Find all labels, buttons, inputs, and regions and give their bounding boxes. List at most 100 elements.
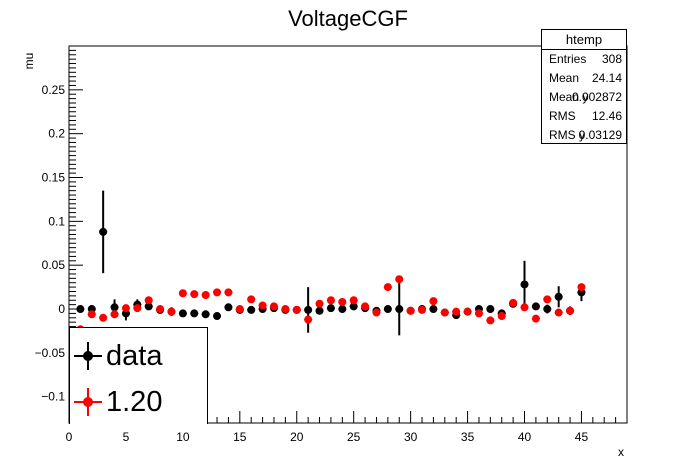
data-point	[224, 288, 233, 297]
y-tick-label: 0	[58, 302, 65, 316]
y-tick-label: 0.2	[48, 127, 65, 141]
stats-row-rms: RMS 12.46	[542, 107, 626, 126]
stats-title: htemp	[542, 30, 626, 50]
data-point	[372, 308, 381, 317]
data-point	[133, 304, 142, 313]
data-point	[224, 303, 233, 312]
stats-row-mean: Mean 24.14	[542, 69, 626, 88]
stats-value: 308	[601, 52, 622, 66]
data-point	[406, 306, 415, 315]
data-point	[383, 305, 392, 314]
data-point	[338, 305, 347, 314]
data-point	[429, 305, 438, 314]
stats-value: 0.03129	[578, 128, 622, 142]
data-point	[520, 303, 529, 312]
data-point	[201, 310, 210, 319]
data-point	[281, 305, 290, 314]
data-point	[486, 316, 495, 325]
stats-key: Mean	[549, 71, 580, 85]
data-point	[486, 305, 495, 314]
data-point	[566, 306, 575, 315]
data-point	[315, 299, 324, 308]
data-point	[429, 297, 438, 306]
stats-row-entries: Entries 308	[542, 50, 626, 69]
y-tick-label: 0.1	[48, 214, 65, 228]
data-point	[144, 296, 153, 305]
data-point	[554, 308, 563, 317]
x-tick-label: 45	[575, 430, 589, 444]
data-point	[110, 310, 119, 319]
data-point	[418, 305, 427, 314]
data-point	[395, 275, 404, 284]
data-point	[577, 283, 586, 292]
data-point	[326, 296, 335, 305]
stats-key: RMS y	[549, 128, 585, 142]
stats-row-rms-y: RMS y 0.03129	[542, 126, 626, 145]
x-tick-label: 15	[233, 430, 247, 444]
data-point	[543, 305, 552, 314]
data-point	[213, 312, 222, 321]
data-point	[543, 295, 552, 304]
data-point	[99, 313, 108, 322]
stats-key: Mean y	[549, 90, 589, 104]
data-point	[304, 315, 313, 324]
y-tick-label: −0.05	[35, 346, 66, 360]
data-point	[190, 290, 199, 299]
data-point	[178, 289, 187, 298]
data-point	[395, 305, 404, 314]
series-data	[76, 190, 586, 336]
series-1-20	[76, 275, 586, 334]
y-axis-label: mu	[22, 53, 36, 70]
chart-title: VoltageCGF	[288, 6, 408, 31]
stats-value: 0.002872	[571, 90, 622, 104]
data-point	[349, 296, 358, 305]
data-point	[258, 301, 267, 310]
data-point	[269, 302, 278, 311]
y-tick-label: 0.15	[42, 171, 66, 185]
y-tick-label: 0.05	[42, 258, 66, 272]
data-point	[201, 290, 210, 299]
stats-value: 12.46	[591, 109, 622, 123]
data-point	[474, 309, 483, 318]
stats-box: htemp Entries 308 Mean 24.14 Mean y 0.00…	[541, 29, 627, 144]
data-point	[326, 304, 335, 313]
legend-label: data	[106, 340, 163, 372]
stats-row-mean-y: Mean y 0.002872	[542, 88, 626, 107]
data-point	[76, 305, 85, 314]
data-point	[383, 283, 392, 292]
data-point	[349, 302, 358, 311]
data-point	[554, 292, 563, 301]
x-tick-label: 30	[404, 430, 418, 444]
legend: data 1.20	[69, 327, 208, 424]
x-tick-label: 10	[176, 430, 190, 444]
data-point	[213, 288, 222, 297]
data-point	[121, 304, 130, 313]
stats-key: RMS	[549, 109, 576, 123]
data-point	[463, 307, 472, 316]
legend-item-data: data	[70, 336, 209, 376]
data-point	[292, 305, 301, 314]
data-point	[338, 298, 347, 307]
stats-value: 24.14	[591, 71, 622, 85]
data-series	[76, 190, 586, 336]
data-point	[235, 305, 244, 314]
legend-label: 1.20	[106, 386, 163, 418]
data-point	[520, 280, 529, 289]
data-point	[87, 310, 96, 319]
data-point	[531, 302, 540, 311]
legend-marker-data	[74, 342, 102, 370]
legend-marker-1-20	[74, 388, 102, 416]
data-point	[247, 295, 256, 304]
data-point	[509, 298, 518, 307]
data-point	[167, 307, 176, 316]
y-tick-label: −0.1	[41, 390, 65, 404]
x-tick-label: 40	[518, 430, 532, 444]
data-point	[190, 309, 199, 318]
data-point	[156, 305, 165, 314]
x-axis-label: x	[618, 445, 624, 459]
data-point	[110, 303, 119, 312]
data-point	[144, 302, 153, 311]
data-point	[315, 306, 324, 315]
x-tick-label: 5	[123, 430, 130, 444]
